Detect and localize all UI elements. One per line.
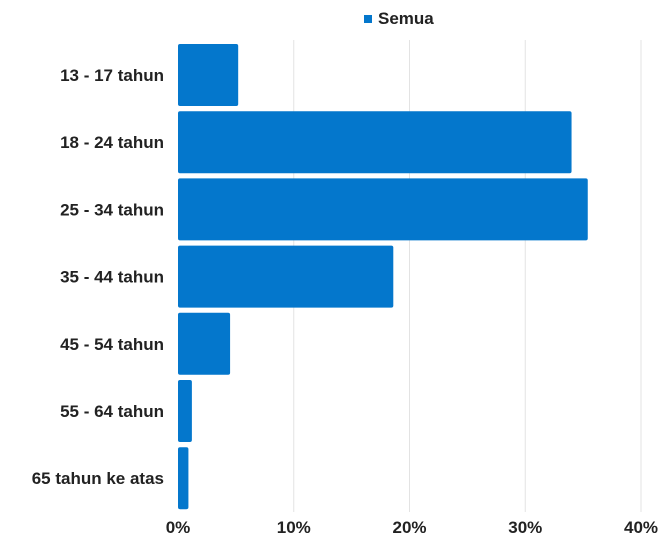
category-label: 55 - 64 tahun: [60, 402, 164, 421]
category-label: 45 - 54 tahun: [60, 335, 164, 354]
bar: [178, 245, 394, 308]
legend: Semua: [364, 9, 434, 29]
x-tick-label: 40%: [624, 518, 658, 535]
bar: [178, 111, 572, 174]
x-tick-label: 30%: [508, 518, 542, 535]
bar: [178, 44, 239, 106]
legend-label: Semua: [378, 9, 434, 28]
x-tick-label: 0%: [166, 518, 191, 535]
x-tick-label: 10%: [277, 518, 311, 535]
bar: [178, 178, 588, 241]
category-label: 13 - 17 tahun: [60, 66, 164, 85]
category-label: 35 - 44 tahun: [60, 268, 164, 287]
bar: [178, 447, 189, 510]
legend-swatch: [364, 15, 372, 23]
category-label: 65 tahun ke atas: [32, 469, 164, 488]
x-tick-label: 20%: [392, 518, 426, 535]
bar: [178, 380, 192, 442]
category-label: 25 - 34 tahun: [60, 200, 164, 219]
bar: [178, 312, 231, 375]
category-label: 18 - 24 tahun: [60, 133, 164, 152]
